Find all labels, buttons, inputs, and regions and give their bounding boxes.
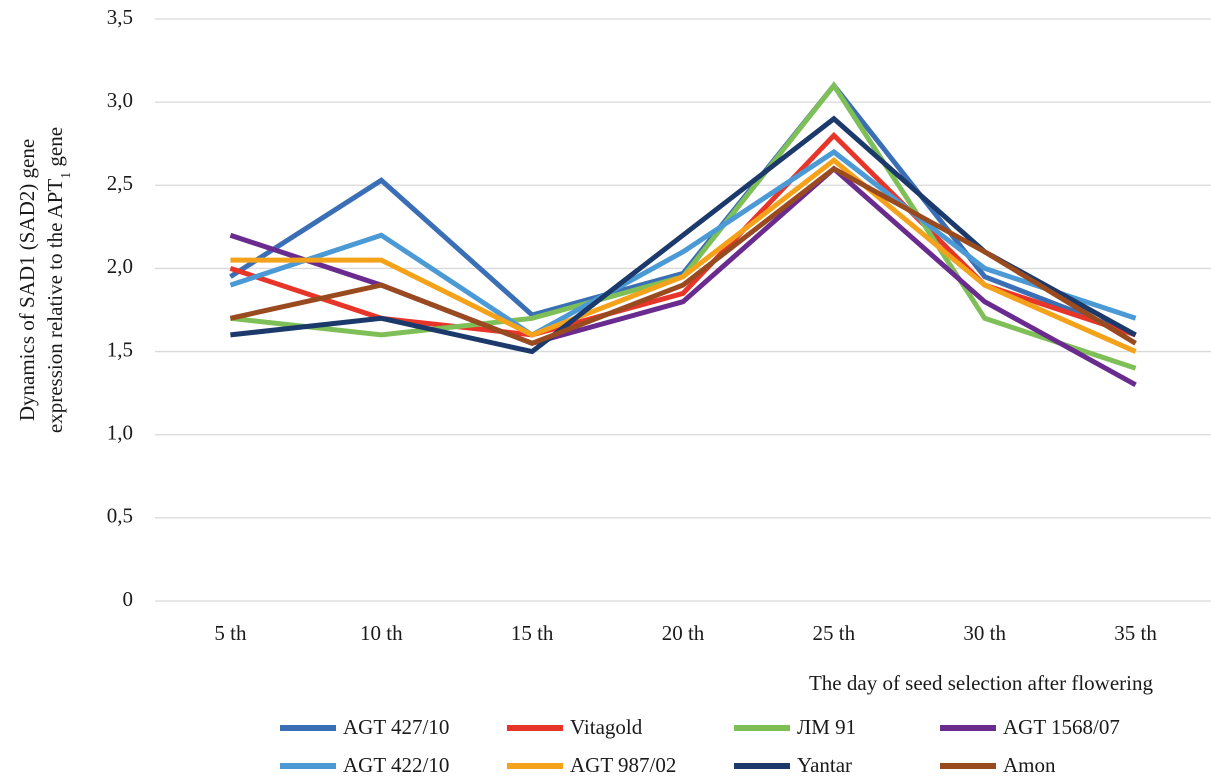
y-tick-label: 2,0: [107, 254, 133, 278]
series-line-6: [230, 115, 1137, 355]
legend-label: Amon: [1003, 753, 1056, 777]
y-axis-title: Dynamics of SAD1 (SAD2) gene: [15, 139, 39, 421]
x-tick-label: 25 th: [813, 621, 856, 645]
series-lines: [229, 81, 1137, 387]
x-tick-labels: 5 th 10 th 15 th 20 th 25 th 30 th 35 th: [214, 621, 1157, 645]
y-tick-label: 1,0: [107, 421, 133, 445]
y-axis-title-end: gene: [43, 127, 67, 172]
x-tick-label: 20 th: [662, 621, 705, 645]
series-line-7: [229, 165, 1137, 346]
legend-label: Vitagold: [570, 715, 643, 739]
x-tick-label: 35 th: [1114, 621, 1157, 645]
x-axis-title: The day of seed selection after flowerin…: [809, 671, 1154, 695]
y-axis-title-subscript: 1: [59, 172, 74, 179]
y-axis-title-line2: expression relative to the APT1 gene: [43, 127, 74, 433]
legend: AGT 427/10 Vitagold ЛМ 91 AGT 1568/07 AGT 42…: [280, 715, 1120, 777]
legend-label: AGT 427/10: [343, 715, 449, 739]
x-tick-label: 15 th: [511, 621, 554, 645]
x-tick-label: 5 th: [214, 621, 247, 645]
x-tick-label: 30 th: [963, 621, 1006, 645]
y-tick-label: 0: [123, 587, 134, 611]
series-line-2: [230, 81, 1137, 371]
y-tick-label: 0,5: [107, 504, 133, 528]
y-tick-labels: 0 0,5 1,0 1,5 2,0 2,5 3,0 3,5: [107, 5, 133, 611]
y-tick-label: 2,5: [107, 171, 133, 195]
series-line-4: [229, 148, 1137, 338]
legend-label: AGT 422/10: [343, 753, 449, 777]
x-tick-label: 10 th: [360, 621, 403, 645]
legend-label: ЛМ 91: [797, 715, 856, 739]
y-tick-label: 1,5: [107, 337, 133, 361]
legend-label: AGT 1568/07: [1003, 715, 1120, 739]
y-tick-label: 3,0: [107, 88, 133, 112]
series-line-5: [230, 157, 1137, 354]
y-tick-label: 3,5: [107, 5, 133, 29]
legend-label: AGT 987/02: [570, 753, 676, 777]
series-line-0: [229, 81, 1137, 338]
y-axis-title-main: expression relative to the APT: [43, 179, 67, 433]
legend-label: Yantar: [797, 753, 852, 777]
